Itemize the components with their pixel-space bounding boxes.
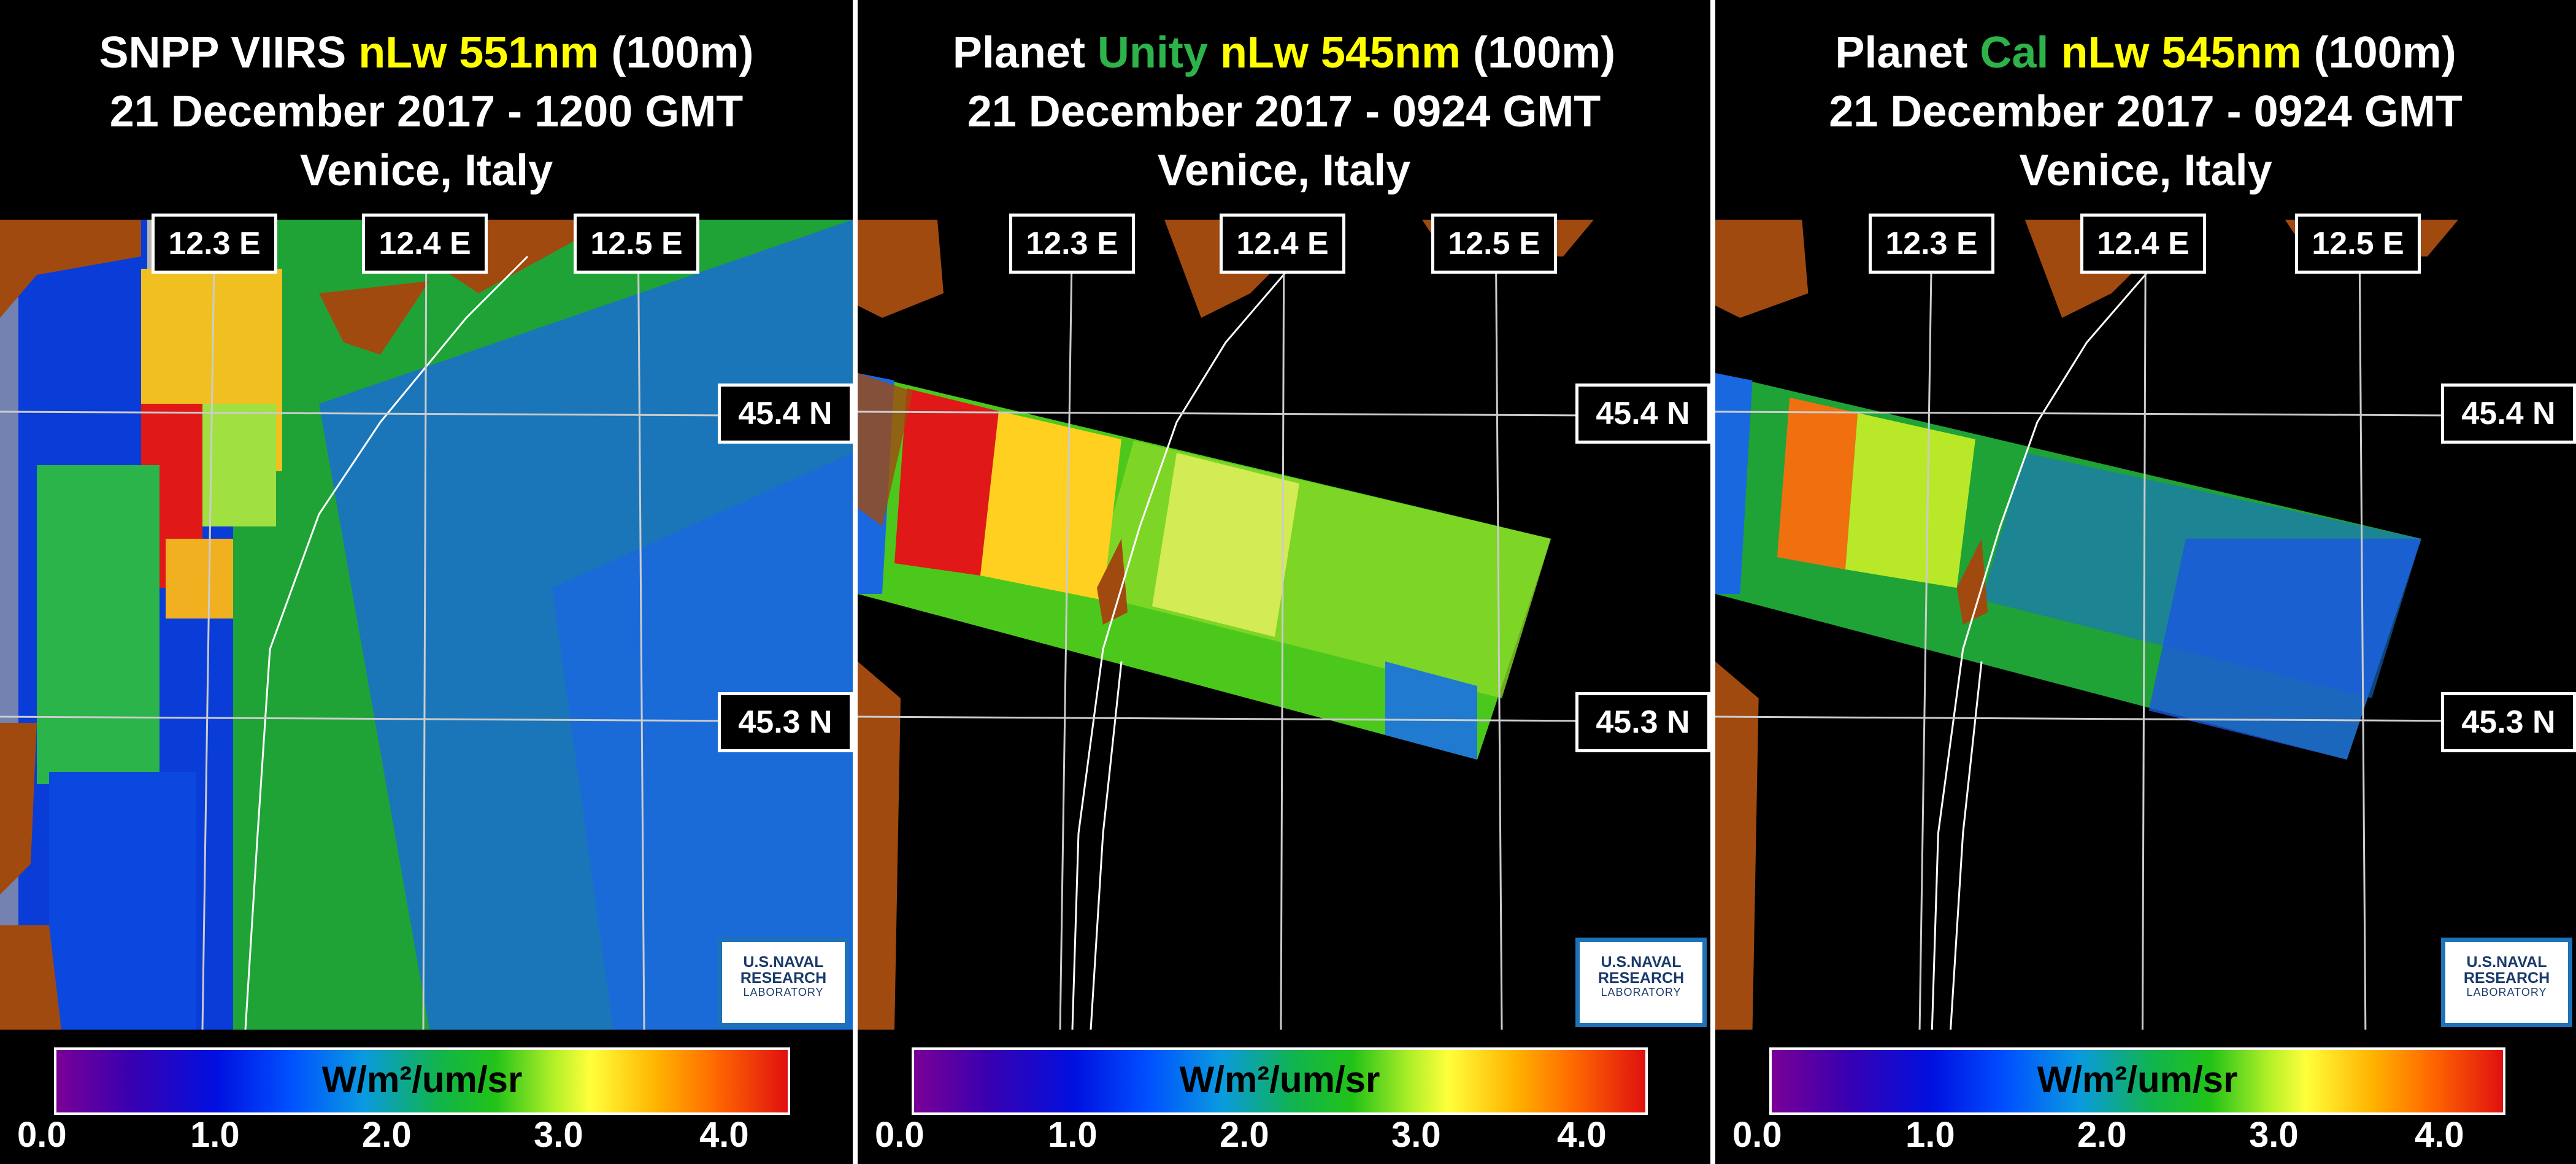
tick-label: 0.0: [1732, 1115, 1782, 1155]
tick-label: 2.0: [1220, 1115, 1269, 1155]
title-band: nLw 545nm: [1220, 28, 1461, 77]
title-band: nLw 551nm: [358, 28, 599, 77]
nrl-logo: U.S.NAVAL RESEARCH LABORATORY: [2441, 938, 2572, 1027]
lon-label-12-4: 12.4 E: [2080, 214, 2206, 274]
tick-label: 2.0: [2077, 1115, 2127, 1155]
lat-label-45-3: 45.3 N: [718, 692, 853, 752]
colorbar: W/m²/um/sr: [1769, 1047, 2505, 1115]
title-resolution: (100m): [599, 28, 754, 77]
tick-label: 3.0: [1391, 1115, 1441, 1155]
title-date: 21 December 2017 - 1200 GMT: [109, 87, 744, 136]
nrl-logo: U.S.NAVAL RESEARCH LABORATORY: [1575, 938, 1707, 1027]
lat-label-45-3: 45.3 N: [1575, 692, 1710, 752]
panel-planet-unity: Planet Unity nLw 545nm (100m) 21 Decembe…: [858, 0, 1710, 1164]
colorbar: W/m²/um/sr: [54, 1047, 790, 1115]
title-method: Unity: [1097, 28, 1208, 77]
colorbar-unit: W/m²/um/sr: [1179, 1059, 1380, 1100]
title-resolution: (100m): [1461, 28, 1616, 77]
tick-label: 4.0: [2415, 1115, 2464, 1155]
title-date: 21 December 2017 - 0924 GMT: [1829, 87, 2463, 136]
colorbar-section: W/m²/um/sr 0.0 1.0 2.0 3.0 4.0: [858, 1031, 1710, 1164]
lon-label-12-5: 12.5 E: [2295, 214, 2421, 274]
colorbar-unit: W/m²/um/sr: [2037, 1059, 2238, 1100]
tick-label: 3.0: [2249, 1115, 2299, 1155]
title-location: Venice, Italy: [2019, 146, 2272, 195]
title-sensor: SNPP VIIRS: [99, 28, 359, 77]
lat-label-45-4: 45.4 N: [2441, 384, 2576, 444]
panel-title: SNPP VIIRS nLw 551nm (100m) 21 December …: [0, 0, 853, 220]
nrl-logo: U.S.NAVAL RESEARCH LABORATORY: [718, 938, 849, 1027]
tick-label: 1.0: [1048, 1115, 1098, 1155]
lon-label-12-5: 12.5 E: [574, 214, 699, 274]
panel-viirs: SNPP VIIRS nLw 551nm (100m) 21 December …: [0, 0, 853, 1164]
lat-label-45-4: 45.4 N: [718, 384, 853, 444]
lon-label-12-4: 12.4 E: [1220, 214, 1345, 274]
map-viirs: [0, 220, 853, 1030]
lon-label-12-5: 12.5 E: [1431, 214, 1557, 274]
panel-title: Planet Unity nLw 545nm (100m) 21 Decembe…: [858, 0, 1710, 220]
map-planet-cal: [1715, 220, 2576, 1030]
panel-planet-cal: Planet Cal nLw 545nm (100m) 21 December …: [1715, 0, 2576, 1164]
title-method: Cal: [1980, 28, 2049, 77]
panel-title: Planet Cal nLw 545nm (100m) 21 December …: [1715, 0, 2576, 220]
tick-label: 0.0: [17, 1115, 67, 1155]
tick-label: 4.0: [1557, 1115, 1607, 1155]
tick-label: 1.0: [190, 1115, 240, 1155]
title-band: nLw 545nm: [2061, 28, 2302, 77]
title-resolution: (100m): [2301, 28, 2456, 77]
colorbar-section: W/m²/um/sr 0.0 1.0 2.0 3.0 4.0: [0, 1031, 853, 1164]
title-location: Venice, Italy: [1157, 146, 1411, 195]
lat-label-45-3: 45.3 N: [2441, 692, 2576, 752]
lon-label-12-4: 12.4 E: [362, 214, 488, 274]
title-location: Venice, Italy: [299, 146, 553, 195]
title-sensor: Planet: [1835, 28, 1980, 77]
tick-label: 4.0: [699, 1115, 749, 1155]
title-sensor: Planet: [952, 28, 1098, 77]
lon-label-12-3: 12.3 E: [152, 214, 277, 274]
colorbar-unit: W/m²/um/sr: [321, 1059, 523, 1100]
lon-label-12-3: 12.3 E: [1869, 214, 1994, 274]
tick-label: 0.0: [875, 1115, 925, 1155]
title-line-product: Planet Unity nLw 545nm (100m): [858, 0, 1710, 82]
tick-label: 3.0: [534, 1115, 583, 1155]
tick-label: 2.0: [362, 1115, 412, 1155]
colorbar: W/m²/um/sr: [912, 1047, 1648, 1115]
lon-label-12-3: 12.3 E: [1009, 214, 1135, 274]
lat-label-45-4: 45.4 N: [1575, 384, 1710, 444]
map-planet-unity: [858, 220, 1710, 1030]
title-date: 21 December 2017 - 0924 GMT: [967, 87, 1601, 136]
title-line-product: SNPP VIIRS nLw 551nm (100m): [0, 0, 853, 82]
title-line-product: Planet Cal nLw 545nm (100m): [1715, 0, 2576, 82]
tick-label: 1.0: [1905, 1115, 1955, 1155]
colorbar-section: W/m²/um/sr 0.0 1.0 2.0 3.0 4.0: [1715, 1031, 2576, 1164]
